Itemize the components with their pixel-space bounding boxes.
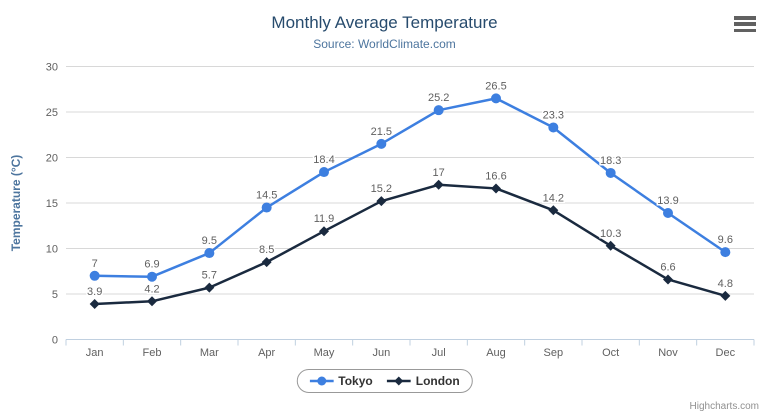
tokyo-series-line: [93, 97, 727, 278]
tokyo-point[interactable]: [89, 270, 100, 281]
data-label: 5.7: [202, 270, 217, 282]
legend-item-london[interactable]: London: [386, 374, 460, 388]
tokyo-point[interactable]: [376, 138, 387, 149]
data-label: 14.2: [543, 192, 564, 204]
london-point[interactable]: [261, 257, 272, 268]
data-label: 4.8: [718, 278, 733, 290]
legend-item-tokyo[interactable]: Tokyo: [309, 374, 373, 388]
london-point[interactable]: [663, 274, 673, 285]
london-point[interactable]: [319, 226, 329, 237]
data-label: 15.2: [371, 183, 392, 195]
london-point[interactable]: [376, 196, 387, 207]
london-point[interactable]: [491, 183, 501, 194]
x-axis-label: Sep: [544, 347, 564, 359]
tokyo-point[interactable]: [491, 93, 501, 104]
data-label: 14.5: [256, 190, 277, 202]
tokyo-point[interactable]: [433, 105, 444, 116]
london-point[interactable]: [433, 179, 444, 190]
data-label: 7: [92, 258, 98, 270]
legend: Tokyo London: [296, 369, 473, 393]
export-menu-button[interactable]: [734, 16, 756, 32]
data-label: 18.4: [313, 154, 334, 166]
london-point[interactable]: [605, 240, 616, 251]
x-axis-label: Aug: [486, 347, 506, 359]
y-axis-label: 0: [52, 335, 58, 347]
x-axis-label: Dec: [716, 347, 736, 359]
legend-label: London: [415, 374, 460, 388]
circle-marker-icon: [309, 376, 334, 386]
hamburger-icon: [734, 22, 756, 26]
y-axis-label: 5: [52, 289, 58, 301]
y-axis-label: 25: [46, 107, 58, 119]
x-axis-label: Jan: [86, 347, 104, 359]
data-label: 6.9: [144, 259, 159, 271]
x-axis-label: Jul: [432, 347, 446, 359]
x-axis-label: Feb: [143, 347, 162, 359]
x-axis-label: Jun: [372, 347, 390, 359]
data-label: 9.5: [202, 235, 217, 247]
tokyo-point[interactable]: [319, 167, 329, 178]
data-label: 26.5: [485, 80, 506, 92]
credits-link[interactable]: Highcharts.com: [689, 401, 759, 412]
hamburger-icon: [734, 28, 756, 32]
x-axis-label: May: [314, 347, 335, 359]
diamond-marker-icon: [386, 376, 411, 386]
data-label: 21.5: [371, 126, 392, 138]
data-label: 18.3: [600, 155, 621, 167]
data-label: 25.2: [428, 92, 449, 104]
y-axis-label: 15: [46, 198, 58, 210]
tokyo-point[interactable]: [720, 247, 731, 258]
x-axis-label: Apr: [258, 347, 275, 359]
london-point[interactable]: [89, 299, 100, 310]
data-label: 17: [433, 167, 445, 179]
hamburger-icon: [734, 16, 756, 20]
y-axis-label: 30: [46, 62, 58, 74]
y-axis-label: 20: [46, 153, 58, 165]
data-label: 9.6: [718, 234, 733, 246]
data-label: 16.6: [485, 170, 506, 182]
tokyo-point[interactable]: [605, 167, 616, 178]
x-axis-label: Nov: [658, 347, 678, 359]
x-axis-label: Mar: [200, 347, 219, 359]
london-series-line: [93, 183, 727, 306]
x-axis-label: Oct: [602, 347, 619, 359]
chart-title: Monthly Average Temperature: [271, 13, 498, 32]
y-axis-label: 10: [46, 244, 58, 256]
tokyo-point[interactable]: [204, 248, 215, 259]
data-label: 13.9: [657, 195, 678, 207]
data-label: 6.6: [660, 261, 675, 273]
tokyo-point[interactable]: [261, 202, 272, 213]
data-label: 23.3: [543, 109, 564, 121]
london-point[interactable]: [548, 205, 559, 216]
london-point[interactable]: [720, 290, 731, 301]
london-point[interactable]: [147, 296, 157, 307]
tokyo-point[interactable]: [548, 122, 559, 133]
data-label: 10.3: [600, 228, 621, 240]
data-label: 3.9: [87, 286, 102, 298]
legend-label: Tokyo: [338, 374, 373, 388]
tokyo-point[interactable]: [663, 208, 673, 219]
data-label: 4.2: [144, 283, 159, 295]
data-label: 8.5: [259, 244, 274, 256]
chart-subtitle: Source: WorldClimate.com: [313, 37, 456, 51]
london-point[interactable]: [204, 282, 215, 293]
tokyo-point[interactable]: [147, 271, 157, 282]
data-label: 11.9: [314, 213, 335, 225]
